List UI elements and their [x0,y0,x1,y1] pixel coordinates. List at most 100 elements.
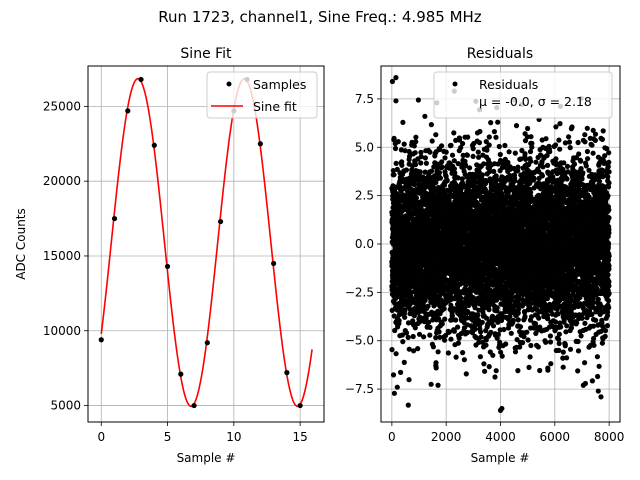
residual-point [452,329,457,334]
sample-point [99,337,104,342]
residual-point [467,165,472,170]
figure-suptitle: Run 1723, channel1, Sine Freq.: 4.985 MH… [158,8,482,26]
residual-point [413,162,418,167]
residual-point [439,143,444,148]
residual-point [413,139,418,144]
residual-point [518,324,523,329]
legend-samples-label: Samples [253,77,306,92]
residual-point [484,148,489,153]
residual-point [398,370,403,375]
residual-point [471,154,476,159]
residual-point [394,161,399,166]
residual-point [513,151,518,156]
legend-samples-marker [227,82,232,87]
sample-point [138,77,143,82]
residual-point [513,349,518,354]
residual-point [487,364,492,369]
residual-point [478,354,483,359]
residual-point [520,340,525,345]
sine-fit-xtick-label: 15 [292,430,307,444]
sample-point [284,370,289,375]
residual-point [507,149,512,154]
sample-point [258,141,263,146]
residual-point [512,176,517,181]
residual-point [442,306,447,311]
residual-point [492,129,497,134]
residual-point [406,335,411,340]
residual-point [492,374,497,379]
residual-point [460,141,465,146]
residual-point [430,138,435,143]
residual-point [451,130,456,135]
residual-point [427,333,432,338]
sine-fit-ytick-label: 10000 [43,324,81,338]
residual-point [495,120,500,125]
residual-point [440,164,445,169]
residual-point [516,317,521,322]
sample-point [125,108,130,113]
residual-point [393,146,398,151]
residual-point [509,331,514,336]
residual-point [402,360,407,365]
residual-point [495,305,500,310]
residual-point [465,153,470,158]
residual-point [433,132,438,137]
sine-fit-ytick-label: 5000 [50,399,81,413]
residual-point [392,391,397,396]
sine-fit-xtick-label: 10 [226,430,241,444]
residual-point [471,146,476,151]
residual-point [413,135,418,140]
residual-point [487,134,492,139]
residual-point [446,350,451,355]
sine-fit-legend: Samples Sine fit [207,72,317,118]
residual-point [404,330,409,335]
residual-point [455,325,460,330]
residual-point [406,377,411,382]
residual-point [477,140,482,145]
residual-point [390,79,395,84]
residual-point [422,114,427,119]
sample-point [191,403,196,408]
residual-point [522,151,527,156]
sine-fit-ytick-label: 15000 [43,249,81,263]
sample-point [218,219,223,224]
residual-point [517,344,522,349]
sample-point [152,143,157,148]
residual-point [411,334,416,339]
residual-point [427,325,432,330]
residual-point [418,160,423,165]
residual-point [464,371,469,376]
sine-fit-title: Sine Fit [180,46,232,62]
sample-point [112,216,117,221]
residual-point [423,155,428,160]
residual-point [400,120,405,125]
residual-point [436,349,441,354]
residual-point [438,176,443,181]
sample-point [271,261,276,266]
residual-point [475,312,480,317]
residual-point [480,320,485,325]
residual-point [483,343,488,348]
residual-point [496,332,501,337]
residual-point [460,350,465,355]
residual-point [392,136,397,141]
residual-point [416,97,421,102]
residual-point [437,329,442,334]
residual-point [394,351,399,356]
residual-point [396,139,401,144]
residual-point [439,159,444,164]
residual-point [415,346,420,351]
residual-point [424,161,429,166]
residual-point [391,372,396,377]
residual-point [502,143,507,148]
residual-point [448,143,453,148]
residual-point [493,135,498,140]
residual-point [399,163,404,168]
residual-point [427,150,432,155]
residual-point [442,155,447,160]
residual-point [515,368,520,373]
residual-point [515,165,520,170]
residual-point [478,329,483,334]
residual-point [426,304,431,309]
